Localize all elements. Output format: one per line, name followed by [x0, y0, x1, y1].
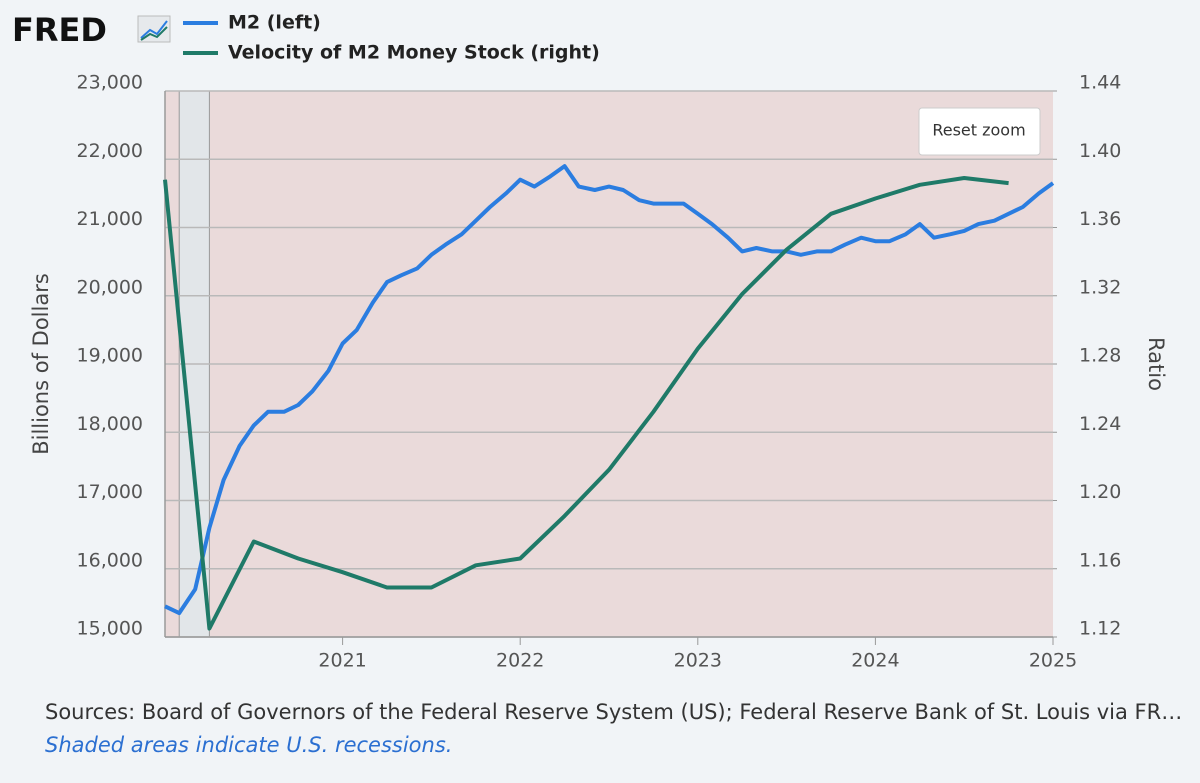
- y2-tick-label: 1.36: [1079, 208, 1121, 230]
- series-line: [164, 164, 1055, 616]
- logo-icon: [137, 15, 171, 43]
- x-tick-label: 2024: [851, 650, 899, 672]
- x-tick-label: 2022: [496, 650, 544, 672]
- recession-note: Shaded areas indicate U.S. recessions.: [45, 733, 452, 757]
- reset-zoom-button[interactable]: [918, 107, 1041, 156]
- y2-tick-label: 1.24: [1079, 413, 1121, 435]
- y2-tick-label: 1.32: [1079, 276, 1121, 298]
- legend-label: Velocity of M2 Money Stock (right): [228, 42, 600, 64]
- x-tick-label: 2023: [674, 650, 722, 672]
- y2-tick-label: 1.20: [1079, 481, 1121, 503]
- y2-tick-label: 1.40: [1079, 140, 1121, 162]
- y-tick-label: 23,000: [77, 72, 143, 94]
- x-tick-label: 2021: [318, 650, 366, 672]
- series-line: [163, 176, 1009, 631]
- y2-tick-label: 1.16: [1079, 549, 1121, 571]
- y-tick-label: 15,000: [77, 618, 143, 640]
- reset-zoom-label[interactable]: Reset zoom: [932, 121, 1025, 140]
- sources: Sources: Board of Governors of the Feder…: [45, 700, 1182, 724]
- y2-axis-label: Ratio: [1144, 337, 1168, 391]
- x-tick-label: 2025: [1029, 650, 1077, 672]
- y-tick-label: 19,000: [77, 345, 143, 367]
- y2-tick-label: 1.12: [1079, 618, 1121, 640]
- y-tick-label: 16,000: [77, 549, 143, 571]
- y2-tick-label: 1.28: [1079, 345, 1121, 367]
- y-tick-label: 20,000: [77, 276, 143, 298]
- y-tick-label: 21,000: [77, 208, 143, 230]
- logo: FRED: [12, 11, 107, 49]
- y-tick-label: 22,000: [77, 140, 143, 162]
- y-tick-label: 18,000: [77, 413, 143, 435]
- legend-label: M2 (left): [228, 12, 321, 34]
- y-axis-label: Billions of Dollars: [29, 273, 53, 455]
- y2-tick-label: 1.44: [1079, 72, 1121, 94]
- y-tick-label: 17,000: [77, 481, 143, 503]
